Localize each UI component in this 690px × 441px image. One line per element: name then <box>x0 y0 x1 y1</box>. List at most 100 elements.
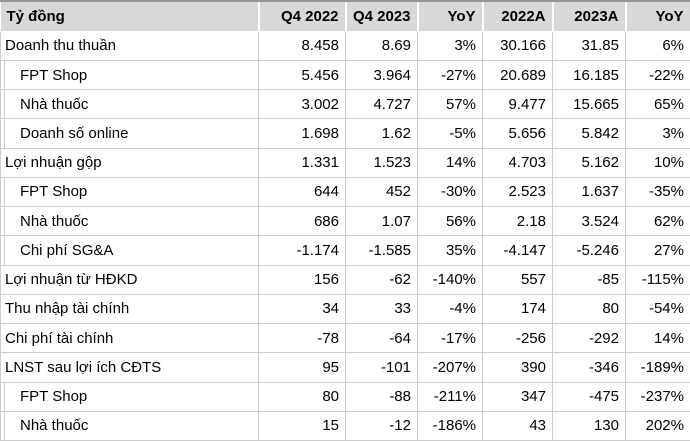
row-label[interactable]: Lợi nhuận gộp <box>0 147 259 178</box>
value-cell[interactable]: 2.523 <box>482 176 553 208</box>
value-cell[interactable]: -17% <box>417 323 483 354</box>
value-cell[interactable]: 65% <box>625 89 690 120</box>
value-cell[interactable]: 95 <box>258 352 346 383</box>
column-header[interactable]: YoY <box>625 2 690 32</box>
row-label[interactable]: LNST sau lợi ích CĐTS <box>0 352 259 383</box>
value-cell[interactable]: 5.162 <box>552 147 626 178</box>
value-cell[interactable]: 6% <box>625 30 690 61</box>
value-cell[interactable]: -1.174 <box>258 235 346 266</box>
value-cell[interactable]: 1.62 <box>345 118 418 149</box>
unit-label-header[interactable]: Tỷ đồng <box>0 2 260 32</box>
value-cell[interactable]: 5.456 <box>258 59 346 91</box>
row-label[interactable]: Doanh số online <box>0 118 259 149</box>
value-cell[interactable]: 27% <box>625 235 690 266</box>
value-cell[interactable]: -4.147 <box>482 235 553 266</box>
value-cell[interactable]: 20.689 <box>482 59 553 91</box>
value-cell[interactable]: 1.523 <box>345 147 418 178</box>
column-header[interactable]: Q4 2022 <box>258 2 347 32</box>
row-label[interactable]: Chi phí SG&A <box>0 235 259 266</box>
value-cell[interactable]: -5.246 <box>552 235 626 266</box>
value-cell[interactable]: 644 <box>258 176 346 208</box>
value-cell[interactable]: 3.002 <box>258 89 346 120</box>
value-cell[interactable]: 57% <box>417 89 483 120</box>
value-cell[interactable]: 14% <box>417 147 483 178</box>
value-cell[interactable]: 15.665 <box>552 89 626 120</box>
value-cell[interactable]: -64 <box>345 323 418 354</box>
row-label[interactable]: Doanh thu thuần <box>0 30 259 61</box>
value-cell[interactable]: 202% <box>625 410 690 441</box>
value-cell[interactable]: 347 <box>482 381 553 412</box>
value-cell[interactable]: -85 <box>552 264 626 295</box>
value-cell[interactable]: 34 <box>258 293 346 325</box>
row-label[interactable]: Nhà thuốc <box>0 89 259 120</box>
value-cell[interactable]: 1.637 <box>552 176 626 208</box>
value-cell[interactable]: 4.727 <box>345 89 418 120</box>
value-cell[interactable]: 8.458 <box>258 30 346 61</box>
value-cell[interactable]: 130 <box>552 410 626 441</box>
value-cell[interactable]: 174 <box>482 293 553 325</box>
value-cell[interactable]: -101 <box>345 352 418 383</box>
value-cell[interactable]: 3% <box>417 30 483 61</box>
column-header[interactable]: 2023A <box>552 2 627 32</box>
value-cell[interactable]: 156 <box>258 264 346 295</box>
value-cell[interactable]: -207% <box>417 352 483 383</box>
value-cell[interactable]: -189% <box>625 352 690 383</box>
row-label[interactable]: FPT Shop <box>0 176 259 208</box>
value-cell[interactable]: 31.85 <box>552 30 626 61</box>
value-cell[interactable]: -186% <box>417 410 483 441</box>
value-cell[interactable]: -54% <box>625 293 690 325</box>
value-cell[interactable]: 80 <box>258 381 346 412</box>
value-cell[interactable]: 56% <box>417 206 483 237</box>
value-cell[interactable]: 62% <box>625 206 690 237</box>
row-label[interactable]: Thu nhập tài chính <box>0 293 259 325</box>
row-label[interactable]: Nhà thuốc <box>0 410 259 441</box>
value-cell[interactable]: 1.331 <box>258 147 346 178</box>
value-cell[interactable]: -211% <box>417 381 483 412</box>
value-cell[interactable]: 5.842 <box>552 118 626 149</box>
value-cell[interactable]: 16.185 <box>552 59 626 91</box>
value-cell[interactable]: -27% <box>417 59 483 91</box>
value-cell[interactable]: 8.69 <box>345 30 418 61</box>
value-cell[interactable]: -292 <box>552 323 626 354</box>
value-cell[interactable]: 3.964 <box>345 59 418 91</box>
value-cell[interactable]: 15 <box>258 410 346 441</box>
value-cell[interactable]: 43 <box>482 410 553 441</box>
row-label[interactable]: FPT Shop <box>0 381 259 412</box>
value-cell[interactable]: -22% <box>625 59 690 91</box>
value-cell[interactable]: 5.656 <box>482 118 553 149</box>
value-cell[interactable]: 3.524 <box>552 206 626 237</box>
value-cell[interactable]: 1.698 <box>258 118 346 149</box>
value-cell[interactable]: -35% <box>625 176 690 208</box>
value-cell[interactable]: 3% <box>625 118 690 149</box>
value-cell[interactable]: -5% <box>417 118 483 149</box>
row-label[interactable]: Chi phí tài chính <box>0 323 259 354</box>
row-label[interactable]: Lợi nhuận từ HĐKD <box>0 264 259 295</box>
value-cell[interactable]: -237% <box>625 381 690 412</box>
value-cell[interactable]: -475 <box>552 381 626 412</box>
value-cell[interactable]: 390 <box>482 352 553 383</box>
value-cell[interactable]: -4% <box>417 293 483 325</box>
value-cell[interactable]: -115% <box>625 264 690 295</box>
value-cell[interactable]: 80 <box>552 293 626 325</box>
value-cell[interactable]: 30.166 <box>482 30 553 61</box>
value-cell[interactable]: -1.585 <box>345 235 418 266</box>
column-header[interactable]: YoY <box>417 2 484 32</box>
value-cell[interactable]: -88 <box>345 381 418 412</box>
value-cell[interactable]: -30% <box>417 176 483 208</box>
value-cell[interactable]: 10% <box>625 147 690 178</box>
value-cell[interactable]: 4.703 <box>482 147 553 178</box>
row-label[interactable]: Nhà thuốc <box>0 206 259 237</box>
value-cell[interactable]: -12 <box>345 410 418 441</box>
value-cell[interactable]: 9.477 <box>482 89 553 120</box>
column-header[interactable]: 2022A <box>482 2 554 32</box>
value-cell[interactable]: 35% <box>417 235 483 266</box>
value-cell[interactable]: -256 <box>482 323 553 354</box>
value-cell[interactable]: 452 <box>345 176 418 208</box>
value-cell[interactable]: -140% <box>417 264 483 295</box>
value-cell[interactable]: 1.07 <box>345 206 418 237</box>
value-cell[interactable]: -346 <box>552 352 626 383</box>
value-cell[interactable]: 14% <box>625 323 690 354</box>
value-cell[interactable]: 686 <box>258 206 346 237</box>
row-label[interactable]: FPT Shop <box>0 59 259 91</box>
value-cell[interactable]: 33 <box>345 293 418 325</box>
